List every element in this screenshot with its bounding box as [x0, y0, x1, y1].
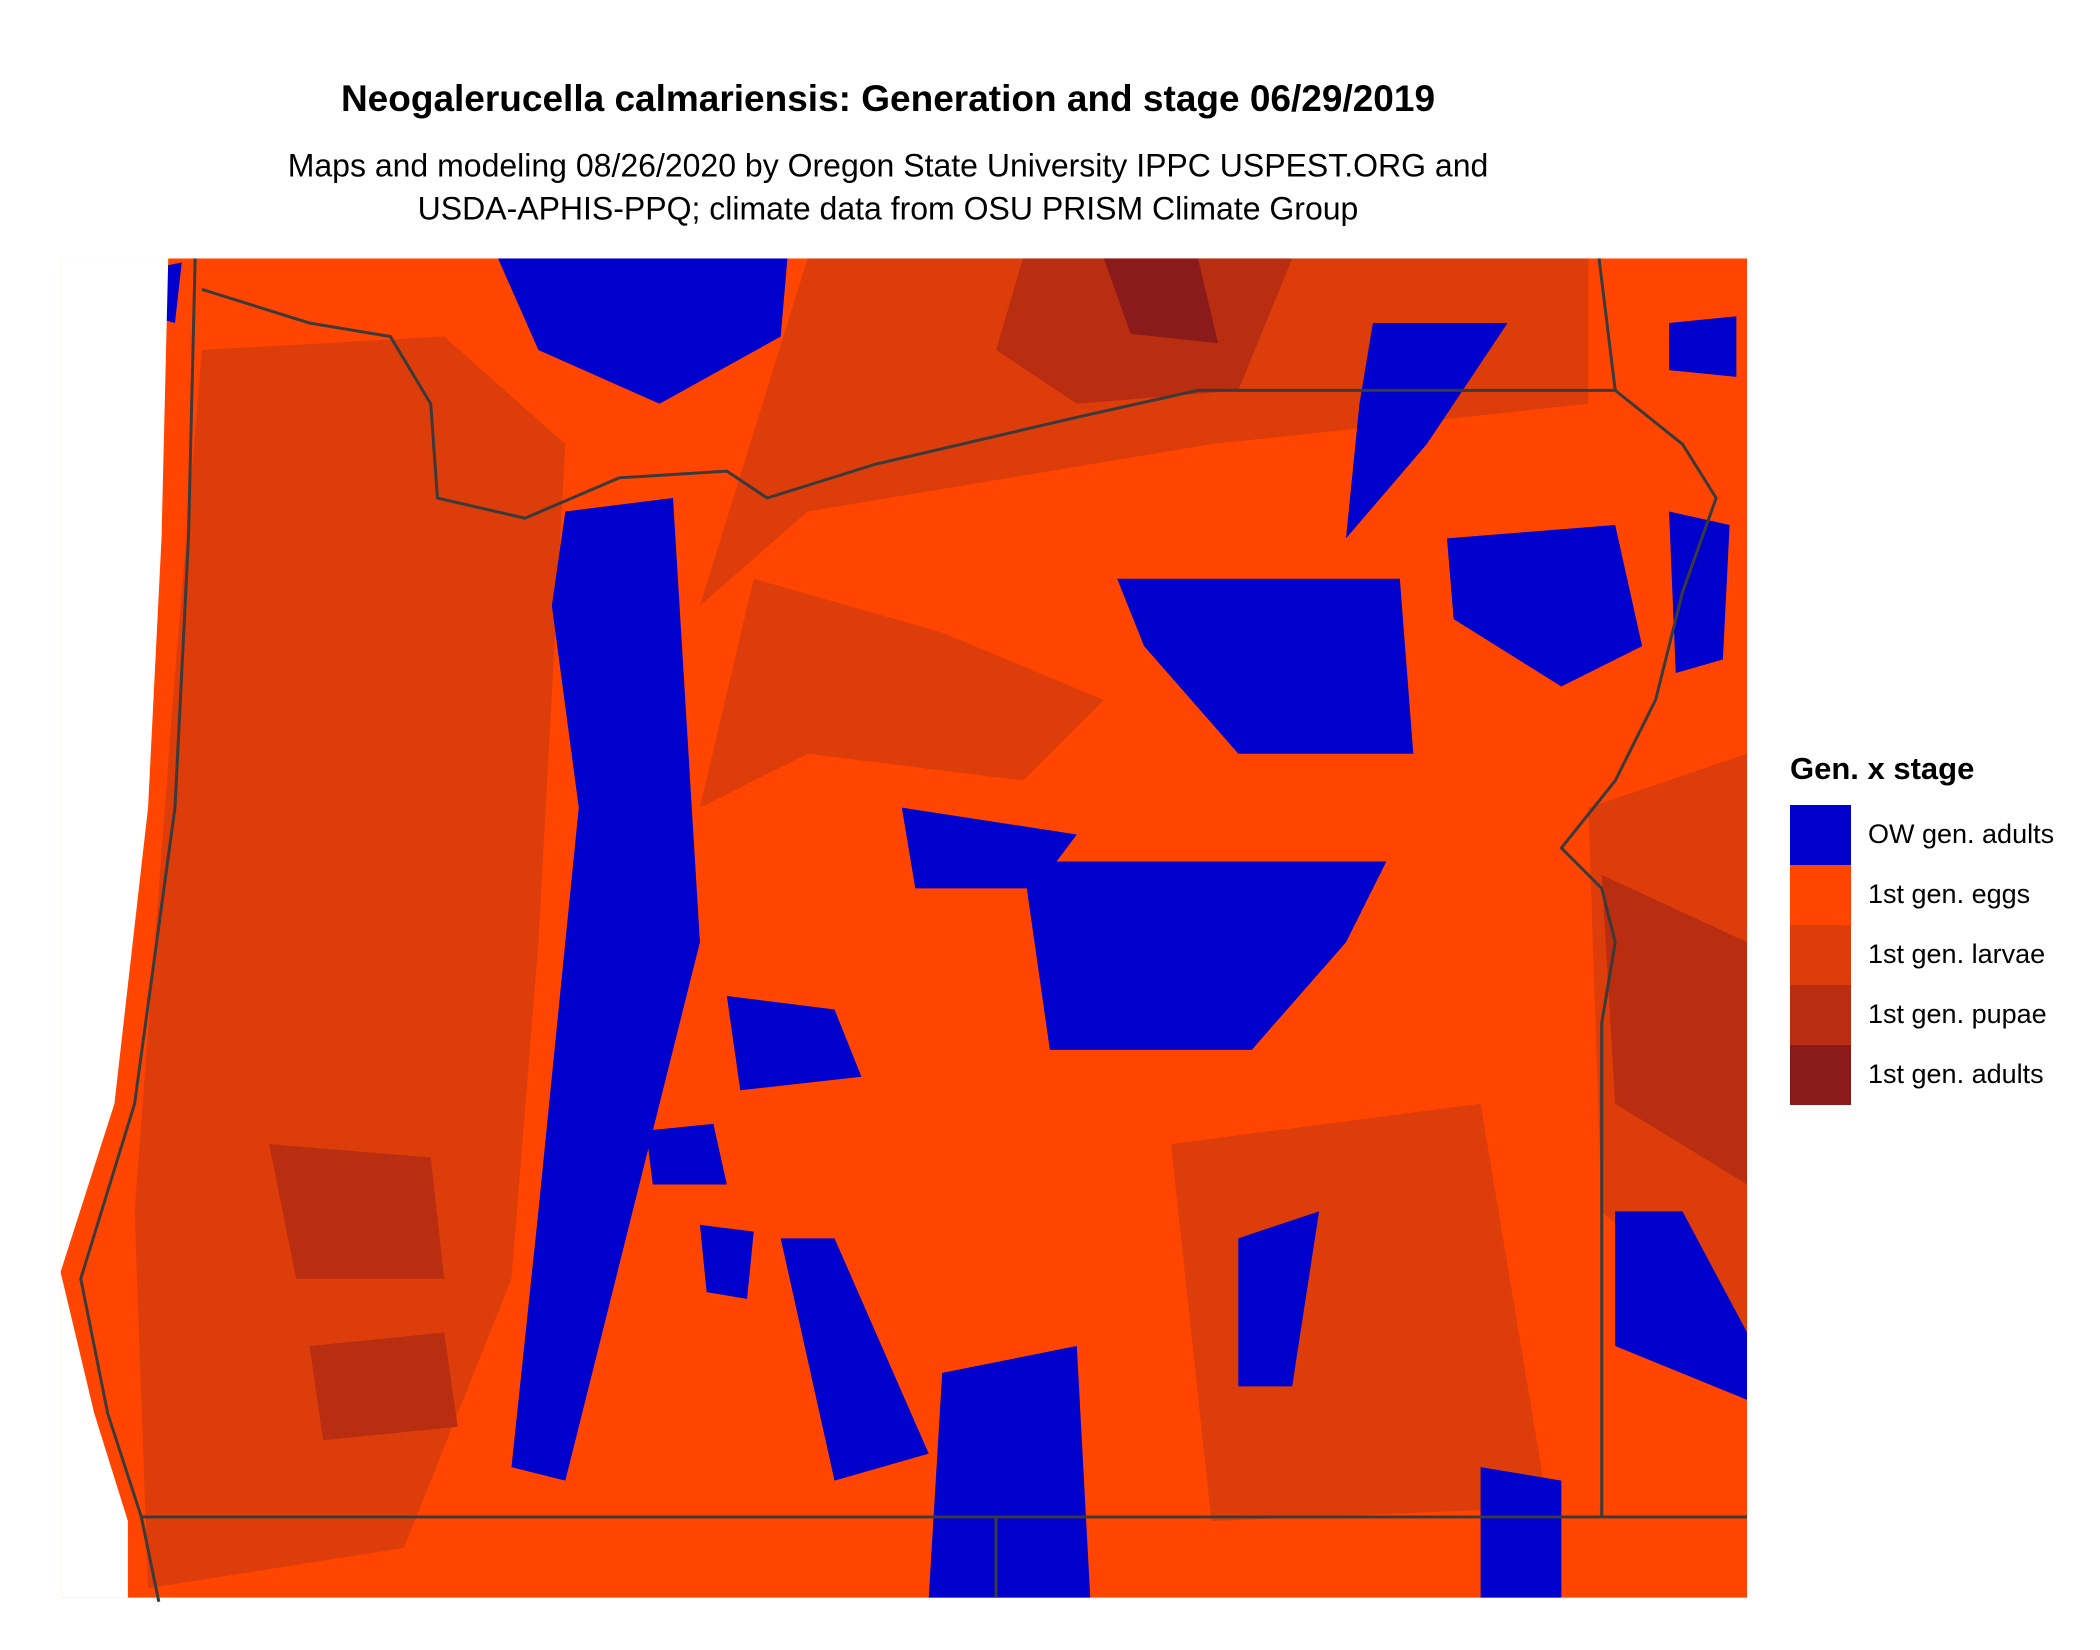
stage-region: [1601, 874, 1748, 1185]
legend-swatch: [1790, 865, 1851, 925]
stage-region: [1669, 316, 1737, 377]
stage-region: [511, 498, 700, 1481]
legend-swatch: [1790, 1045, 1851, 1105]
legend-title: Gen. x stage: [1790, 751, 1974, 786]
stage-region: [699, 258, 1589, 606]
stage-region: [780, 1238, 929, 1481]
stage-region: [309, 1332, 458, 1441]
stage-region: [1446, 524, 1643, 687]
stage-region: [1669, 511, 1730, 673]
subtitle: USDA-APHIS-PPQ; climate data from OSU PR…: [418, 190, 1359, 226]
legend-label: 1st gen. eggs: [1868, 879, 2030, 909]
stage-region: [1346, 323, 1508, 539]
legend-label: 1st gen. adults: [1868, 1059, 2044, 1089]
stage-region: [1117, 578, 1414, 754]
stage-region: [1022, 861, 1387, 1050]
stage-region: [1171, 1103, 1548, 1521]
map: [60, 258, 1748, 1603]
state-border: [1597, 258, 1617, 391]
borders: [79, 258, 1748, 1603]
stage-region: [1238, 1211, 1320, 1387]
stage-region: [498, 258, 788, 404]
stage-region: [928, 1346, 1091, 1598]
stage-region: [1615, 1211, 1748, 1400]
stage-region: [1480, 1467, 1562, 1598]
stage-region: [699, 1224, 754, 1299]
subtitle: Maps and modeling 08/26/2020 by Oregon S…: [288, 147, 1489, 183]
ocean: [60, 258, 169, 1598]
stage-region: [134, 336, 566, 1589]
stage-region: [699, 578, 1104, 808]
legend-label: OW gen. adults: [1868, 819, 2054, 849]
stage-region: [1103, 258, 1219, 344]
coastline: [79, 258, 197, 1603]
ow-regions: [148, 258, 1748, 1598]
state-border: [201, 287, 1718, 1517]
legend-swatch: [1790, 925, 1851, 985]
legend-label: 1st gen. pupae: [1868, 999, 2047, 1029]
legend: OW gen. adults 1st gen. eggs 1st gen. larv…: [1790, 805, 2054, 1105]
stage-region: [269, 1144, 445, 1279]
legend-swatch: [1790, 985, 1851, 1045]
title: Neogalerucella calmariensis: Generation …: [341, 78, 1435, 119]
stage-region: [646, 1123, 727, 1185]
stage-region: [726, 996, 862, 1091]
legend-label: 1st gen. larvae: [1868, 939, 2045, 969]
legend-swatch: [1790, 805, 1851, 865]
